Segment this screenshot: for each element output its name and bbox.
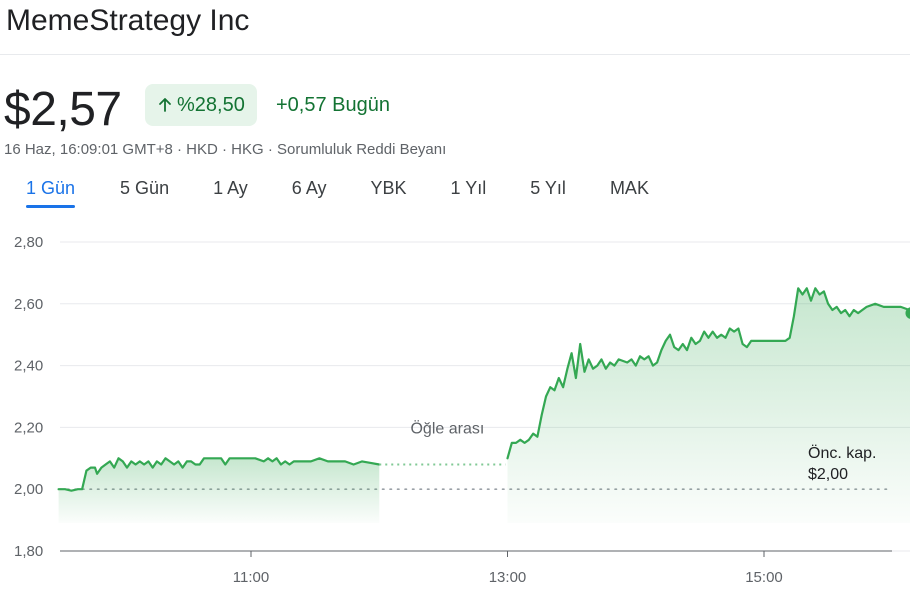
price-chart[interactable]: 1,80 2,00 2,20 2,40 2,60 2,80 11:00 13:00 15:00 Ö… bbox=[0, 220, 910, 596]
tab-5-days[interactable]: 5 Gün bbox=[120, 176, 169, 206]
y-tick-label: 2,60 bbox=[14, 296, 43, 313]
percent-change-value: %28,50 bbox=[177, 94, 245, 117]
previous-close-label: Önc. kap. bbox=[808, 444, 876, 462]
x-tick-label: 11:00 bbox=[233, 569, 269, 586]
series-area-morning bbox=[59, 458, 380, 523]
series-area-afternoon bbox=[508, 288, 910, 523]
y-tick-label: 2,20 bbox=[14, 419, 43, 436]
range-tabs: 1 Gün 5 Gün 1 Ay 6 Ay YBK 1 Yıl 5 Yıl MA… bbox=[26, 176, 649, 206]
lunch-break-label: Öğle arası bbox=[410, 419, 484, 437]
page-title: MemeStrategy Inc bbox=[6, 4, 249, 38]
tab-ytd[interactable]: YBK bbox=[371, 176, 407, 206]
x-tick-label: 13:00 bbox=[489, 569, 527, 586]
percent-change-badge: %28,50 bbox=[145, 84, 257, 126]
y-tick-label: 2,40 bbox=[14, 358, 43, 375]
tab-1-year[interactable]: 1 Yıl bbox=[451, 176, 487, 206]
y-tick-label: 2,80 bbox=[14, 234, 43, 251]
y-tick-label: 1,80 bbox=[14, 543, 43, 560]
previous-close-value: $2,00 bbox=[808, 466, 848, 483]
tab-1-month[interactable]: 1 Ay bbox=[213, 176, 248, 206]
tab-1-day[interactable]: 1 Gün bbox=[26, 176, 75, 206]
current-price: $2,57 bbox=[4, 82, 122, 137]
tab-max[interactable]: MAK bbox=[610, 176, 649, 206]
quote-meta: 16 Haz, 16:09:01 GMT+8 · HKD · HKG · Sor… bbox=[4, 141, 446, 158]
absolute-change: +0,57 Bugün bbox=[276, 94, 390, 117]
y-tick-label: 2,00 bbox=[14, 481, 43, 498]
arrow-up-icon bbox=[157, 97, 173, 113]
price-chart-svg[interactable]: 1,80 2,00 2,20 2,40 2,60 2,80 11:00 13:00 15:00 Ö… bbox=[0, 220, 910, 596]
x-tick-label: 15:00 bbox=[745, 569, 783, 586]
title-divider bbox=[0, 54, 910, 55]
disclaimer-link[interactable]: Sorumluluk Reddi Beyanı bbox=[277, 141, 446, 158]
tab-5-years[interactable]: 5 Yıl bbox=[530, 176, 566, 206]
quote-meta-text: 16 Haz, 16:09:01 GMT+8 · HKD · HKG · bbox=[4, 141, 277, 158]
tab-6-months[interactable]: 6 Ay bbox=[292, 176, 327, 206]
